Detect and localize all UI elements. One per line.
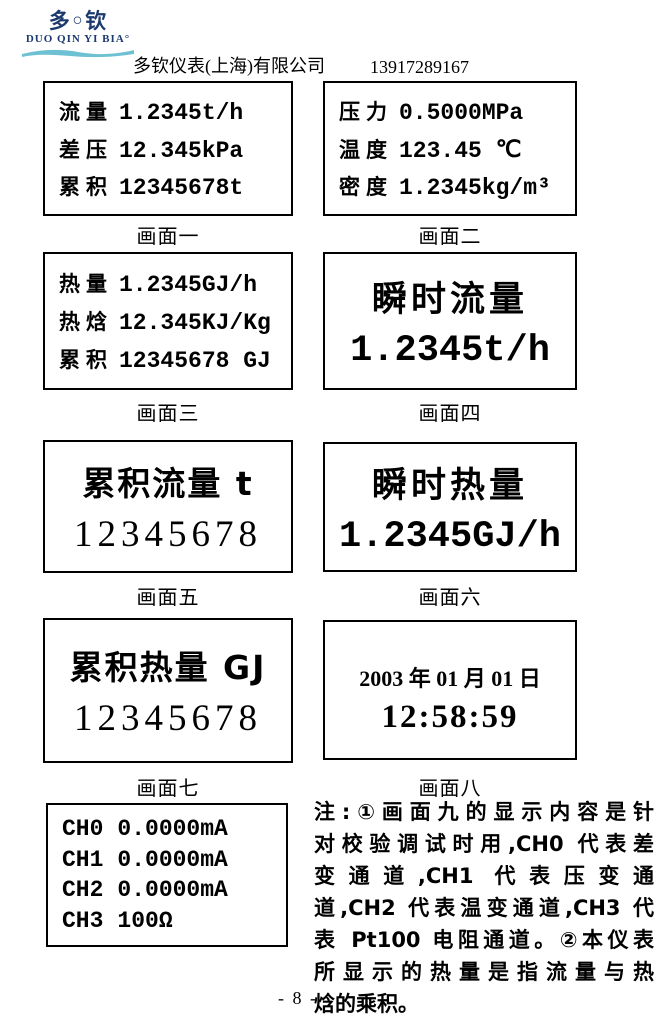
screen-8-caption: 画面八 (418, 778, 482, 800)
logo-english-text: DUO QIN YI BIA° (25, 33, 131, 45)
channel-value: 100Ω (117, 908, 173, 935)
display-title: 累积流量 t (82, 464, 254, 503)
display-row: CH2 0.0000mA (62, 877, 282, 903)
display-row: CH1 0.0000mA (62, 847, 282, 873)
row-label: 流量 (59, 100, 113, 125)
row-label: 热量 (59, 272, 113, 296)
screen-8-display: 2003 年 01 月 01 日 12:58:59 (323, 620, 577, 760)
note-line: 变通道,CH1 代表压变通 (314, 864, 654, 888)
channel-value: 0.0000mA (117, 877, 228, 904)
row-value: 0.5000MPa (399, 100, 524, 127)
screen-6-display: 瞬时热量 1.2345GJ/h (323, 442, 577, 572)
screen-5-caption: 画面五 (136, 587, 200, 609)
row-value: 12345678t (119, 174, 244, 201)
row-label: 热焓 (59, 310, 113, 334)
row-label: 密度 (339, 174, 393, 199)
display-title: 累积热量 GJ (69, 648, 267, 687)
display-row: 累积 12345678 GJ (59, 344, 287, 374)
note-line: 焓的乘积。 (314, 992, 419, 1016)
row-value: 1.2345kg/m³ (399, 174, 551, 201)
row-label: 温度 (339, 137, 393, 162)
display-row: 温度 123.45 ℃ (339, 134, 571, 164)
channel-label: CH2 (62, 877, 104, 904)
note-line: 对校验调试时用,CH0 代表差 (314, 832, 654, 856)
display-value: 1.2345GJ/h (338, 515, 562, 558)
screen-2-caption: 画面二 (418, 226, 482, 248)
display-date: 2003 年 01 月 01 日 (359, 666, 541, 691)
display-row: CH3 100Ω (62, 908, 282, 934)
screen-7-display: 累积热量 GJ 12345678 (43, 618, 293, 763)
row-value: 12.345kPa (119, 137, 244, 164)
note-line: 道,CH2 代表温变通道,CH3 代 (314, 896, 654, 920)
channel-value: 0.0000mA (117, 846, 228, 873)
display-row: 热焓 12.345KJ/Kg (59, 306, 287, 336)
row-label: 压力 (339, 100, 393, 125)
display-row: 累积 12345678t (59, 171, 287, 201)
screen-9-display: CH0 0.0000mA CH1 0.0000mA CH2 0.0000mA C… (46, 803, 288, 947)
row-value: 123.45 ℃ (399, 137, 522, 164)
row-label: 累积 (59, 348, 113, 372)
channel-label: CH0 (62, 815, 104, 842)
display-title: 瞬时流量 (371, 279, 528, 320)
screen-2-display: 压力 0.5000MPa 温度 123.45 ℃ 密度 1.2345kg/m³ (323, 81, 577, 216)
row-value: 12.345KJ/Kg (119, 310, 271, 336)
screen-6-caption: 画面六 (418, 587, 482, 609)
display-row: 流量 1.2345t/h (59, 96, 287, 126)
display-value: 1.2345t/h (350, 329, 550, 372)
channel-label: CH1 (62, 846, 104, 873)
display-row: 差压 12.345kPa (59, 134, 287, 164)
row-value: 1.2345t/h (119, 100, 244, 127)
screen-1-caption: 画面一 (136, 226, 200, 248)
row-value: 1.2345GJ/h (119, 272, 258, 298)
row-label: 累积 (59, 174, 113, 199)
screen-5-display: 累积流量 t 12345678 (43, 440, 293, 573)
logo-wave-icon (22, 49, 134, 58)
display-value: 12345678 (74, 514, 262, 555)
row-label: 差压 (59, 137, 113, 162)
display-title: 瞬时热量 (371, 465, 528, 506)
display-row: 热量 1.2345GJ/h (59, 268, 287, 298)
company-name: 多钦仪表(上海)有限公司 (133, 56, 325, 76)
screen-7-caption: 画面七 (136, 778, 200, 800)
display-row: CH0 0.0000mA (62, 816, 282, 842)
note-line: 所显示的热量是指流量与热 (314, 960, 654, 984)
channel-label: CH3 (62, 908, 104, 935)
company-logo: 多◦钦 DUO QIN YI BIA° (18, 10, 138, 59)
display-row: 压力 0.5000MPa (339, 96, 571, 126)
screen-4-display: 瞬时流量 1.2345t/h (323, 252, 577, 390)
row-value: 12345678 GJ (119, 348, 271, 374)
note-text: 注:①画面九的显示内容是针 对校验调试时用,CH0 代表差 变通道,CH1 代表… (314, 796, 654, 1020)
display-time: 12:58:59 (381, 699, 519, 735)
screen-3-caption: 画面三 (136, 403, 200, 425)
screen-3-display: 热量 1.2345GJ/h 热焓 12.345KJ/Kg 累积 12345678… (43, 252, 293, 390)
page-number: - 8 - (278, 988, 318, 1008)
phone-number: 13917289167 (370, 57, 469, 77)
display-row: 密度 1.2345kg/m³ (339, 171, 571, 201)
note-line: 注:①画面九的显示内容是针 (314, 800, 654, 824)
display-value: 12345678 (74, 698, 262, 739)
note-line: 表 Pt100 电阻通道。②本仪表 (314, 928, 654, 952)
logo-chinese-text: 多◦钦 (48, 9, 108, 33)
screen-4-caption: 画面四 (418, 403, 482, 425)
channel-value: 0.0000mA (117, 815, 228, 842)
screen-1-display: 流量 1.2345t/h 差压 12.345kPa 累积 12345678t (43, 81, 293, 216)
